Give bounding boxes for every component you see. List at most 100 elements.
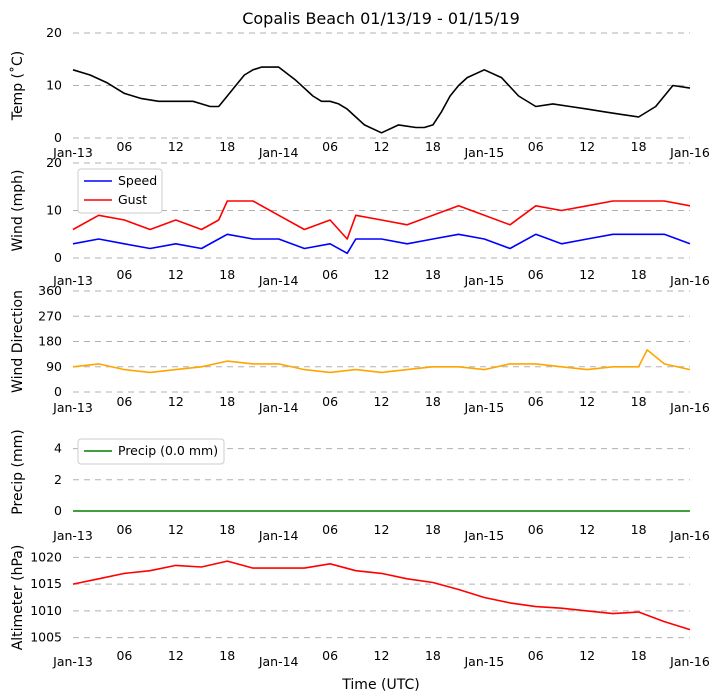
x-tick-label: 18 (219, 522, 235, 537)
x-tick-label: 06 (528, 522, 544, 537)
x-tick-label: 12 (579, 394, 595, 409)
x-tick-label: Jan-13 (52, 145, 93, 160)
x-tick-label: 12 (374, 394, 390, 409)
y-tick-label: 0 (54, 250, 62, 265)
x-tick-label: 12 (579, 522, 595, 537)
x-tick-label: 12 (168, 394, 184, 409)
x-tick-label: Jan-14 (258, 273, 299, 288)
y-axis-label: Wind Direction (10, 290, 26, 393)
x-tick-label: 18 (425, 267, 441, 282)
x-tick-label: 06 (528, 394, 544, 409)
x-tick-label: 06 (528, 139, 544, 154)
x-tick-label: 12 (374, 267, 390, 282)
x-tick-label: Jan-15 (463, 145, 504, 160)
x-tick-label: 18 (631, 394, 647, 409)
series-line-2 (72, 200, 691, 240)
x-tick-label: 18 (631, 522, 647, 537)
x-tick-label: 06 (322, 267, 338, 282)
x-tick-label: 06 (116, 394, 132, 409)
x-axis-label: Time (UTC) (341, 677, 419, 693)
x-tick-label: 12 (579, 648, 595, 663)
x-tick-label: 06 (528, 267, 544, 282)
series-line-1 (72, 233, 691, 255)
x-tick-label: 06 (116, 139, 132, 154)
x-tick-label: Jan-15 (463, 528, 504, 543)
y-tick-label: 1015 (30, 576, 62, 591)
x-tick-label: Jan-14 (258, 400, 299, 415)
x-tick-label: 06 (322, 648, 338, 663)
y-axis-label: Altimeter (hPa) (10, 545, 26, 651)
x-tick-label: 12 (374, 139, 390, 154)
x-tick-label: 18 (219, 139, 235, 154)
x-tick-label: 18 (425, 139, 441, 154)
y-tick-label: 20 (46, 155, 62, 170)
x-tick-label: 12 (168, 648, 184, 663)
panel-1: 0 10 20 Jan-13 06 12 18 Jan-14 06 12 18 Jan-15 06 12 1… (9, 25, 710, 160)
series-line-1 (72, 560, 691, 631)
y-tick-label: 0 (54, 503, 62, 518)
y-tick-label: 0 (54, 130, 62, 145)
y-tick-label: 360 (38, 283, 62, 298)
x-tick-label: 06 (116, 648, 132, 663)
x-tick-label: Jan-13 (52, 528, 93, 543)
panel-3: 0 90 180 270 360 Jan-13 06 12 18 Jan-14 06 12 18 Jan-… (10, 283, 710, 415)
x-tick-label: 12 (579, 267, 595, 282)
x-tick-label: Jan-16 (669, 528, 710, 543)
y-tick-label: 20 (46, 25, 62, 40)
y-axis-label: Temp (˚C) (9, 51, 26, 121)
x-tick-label: 12 (579, 139, 595, 154)
y-tick-label: 4 (54, 441, 62, 456)
x-tick-label: 18 (219, 648, 235, 663)
panel-2: 0 10 20 Jan-13 06 12 18 Jan-14 06 12 18 Jan-15 06 12 1… (10, 155, 710, 288)
x-tick-label: Jan-15 (463, 400, 504, 415)
y-axis-label: Precip (mm) (10, 429, 26, 514)
legend-box (77, 438, 225, 465)
x-tick-label: 18 (425, 522, 441, 537)
x-tick-label: Jan-13 (52, 654, 93, 669)
figure-title: Copalis Beach 01/13/19 - 01/15/19 (242, 9, 520, 28)
y-tick-label: 10 (46, 203, 62, 218)
x-tick-label: Jan-13 (52, 400, 93, 415)
x-tick-label: 18 (219, 267, 235, 282)
x-tick-label: Jan-14 (258, 145, 299, 160)
y-tick-label: 1005 (30, 630, 62, 645)
x-tick-label: 12 (168, 522, 184, 537)
y-tick-label: 10 (46, 78, 62, 93)
y-tick-label: 180 (38, 334, 62, 349)
y-tick-label: 1020 (30, 549, 62, 564)
y-tick-label: 270 (38, 308, 62, 323)
legend-entry: Gust (118, 192, 147, 207)
x-tick-label: 12 (374, 648, 390, 663)
x-tick-label: Jan-16 (669, 400, 710, 415)
x-tick-label: 06 (116, 522, 132, 537)
y-tick-label: 1010 (30, 603, 62, 618)
y-tick-label: 0 (54, 384, 62, 399)
x-tick-label: 18 (631, 267, 647, 282)
panel-4: 0 2 4 Jan-13 06 12 18 Jan-14 06 12 18 Jan-15 06 12 18 J… (10, 429, 710, 543)
x-tick-label: 18 (425, 648, 441, 663)
x-tick-label: 18 (631, 648, 647, 663)
x-tick-label: 18 (219, 394, 235, 409)
x-tick-label: 06 (322, 394, 338, 409)
x-tick-label: 06 (322, 139, 338, 154)
x-tick-label: 06 (528, 648, 544, 663)
x-tick-label: Jan-14 (258, 528, 299, 543)
x-tick-label: 12 (168, 267, 184, 282)
x-tick-label: Jan-14 (258, 654, 299, 669)
x-tick-label: 12 (168, 139, 184, 154)
x-tick-label: Jan-13 (52, 273, 93, 288)
legend-entry: Precip (0.0 mm) (118, 443, 218, 458)
series-line-1 (72, 349, 691, 374)
x-tick-label: 06 (116, 267, 132, 282)
x-tick-label: 06 (322, 522, 338, 537)
series-line-1 (72, 66, 691, 134)
panel-5: 1005 1010 1015 1020 Jan-13 06 12 18 Jan-14 06 12 18… (10, 545, 710, 669)
x-tick-label: Jan-16 (669, 145, 710, 160)
x-tick-label: Jan-16 (669, 273, 710, 288)
x-tick-label: 18 (425, 394, 441, 409)
x-tick-label: Jan-15 (463, 654, 504, 669)
y-tick-label: 90 (46, 359, 62, 374)
y-axis-label: Wind (mph) (10, 170, 26, 252)
